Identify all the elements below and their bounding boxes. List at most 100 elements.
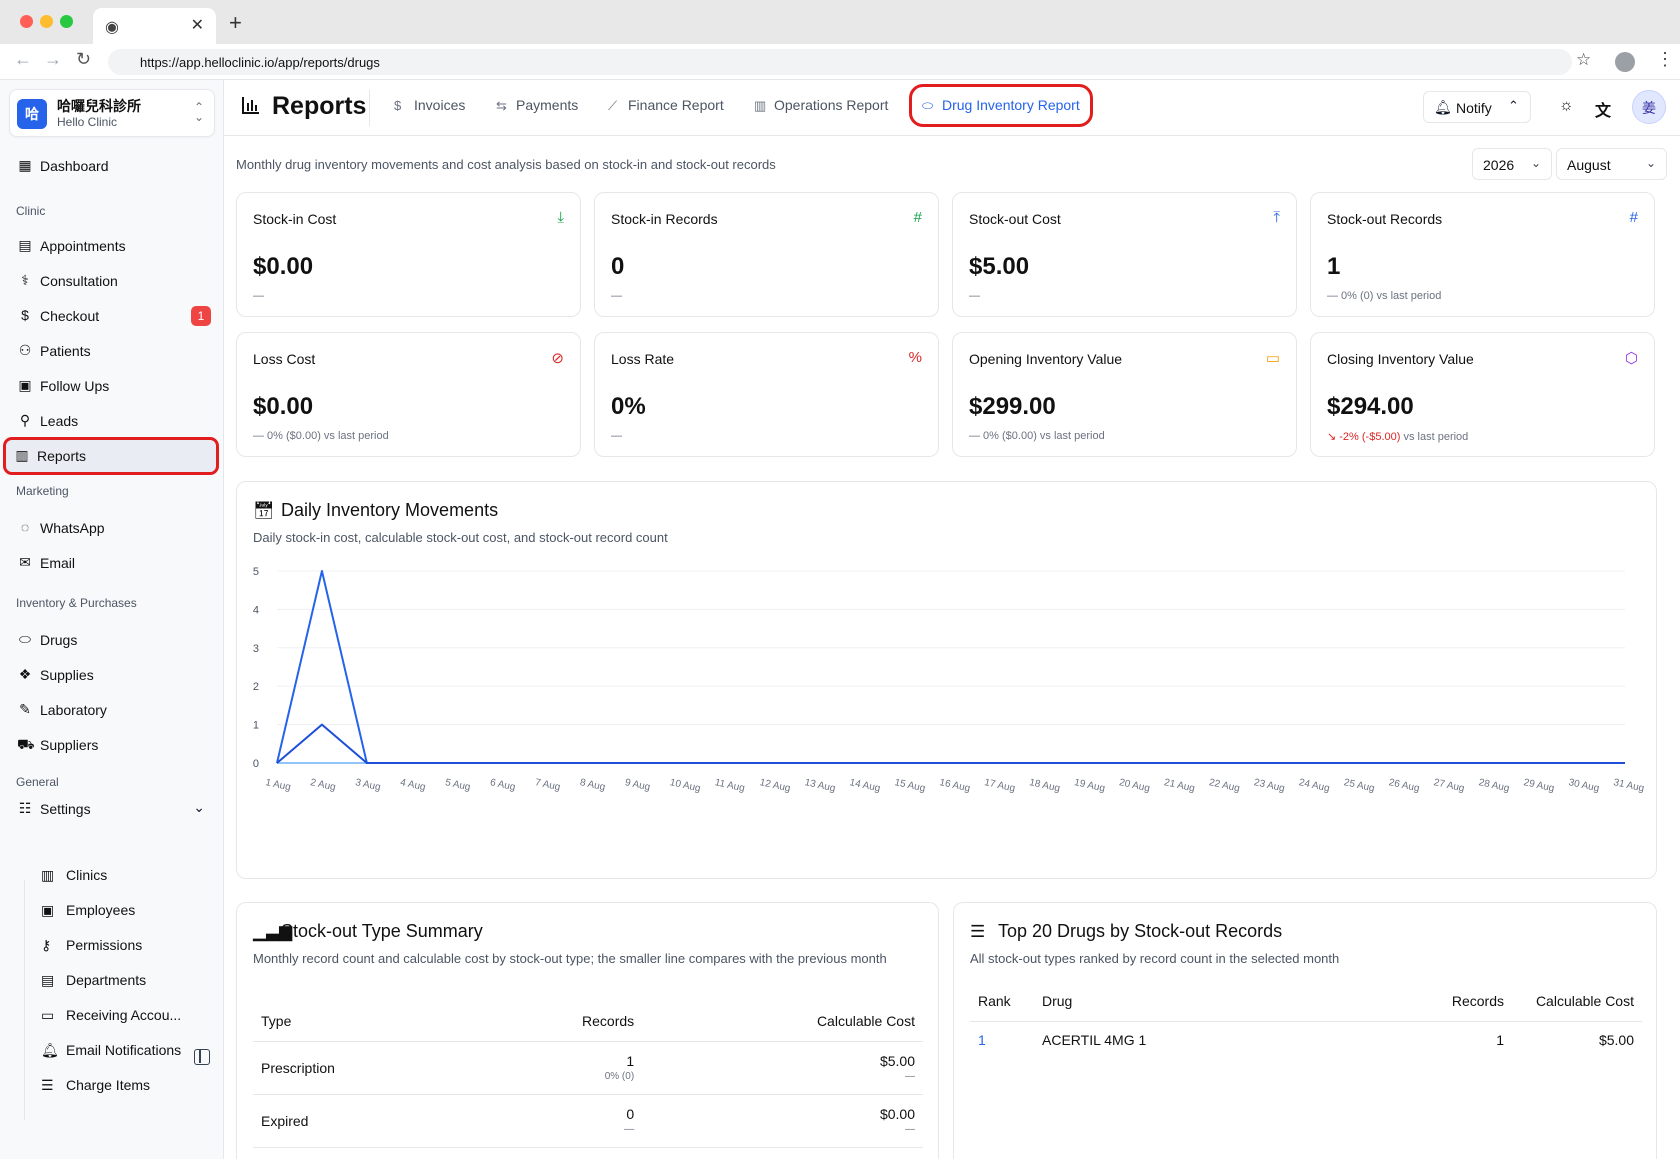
- forward-icon[interactable]: →: [44, 49, 62, 69]
- back-icon[interactable]: ←: [14, 49, 32, 69]
- percent-icon: %: [908, 349, 922, 366]
- sidebar-item-follow-ups[interactable]: ▣ Follow Ups: [9, 370, 215, 402]
- tab-finance-report[interactable]: ⟋ Finance Report: [608, 97, 724, 113]
- sidebar-item-clinics[interactable]: ▥ Clinics: [34, 860, 214, 890]
- stat-card-stock-in-records: Stock-in Records #0 —: [594, 192, 939, 317]
- sidebar-item-label: Clinics: [66, 867, 108, 883]
- sun-icon[interactable]: ☼: [1559, 97, 1574, 114]
- url-input[interactable]: https://app.helloclinic.io/app/reports/d…: [108, 49, 1572, 75]
- close-window-button[interactable]: [20, 15, 33, 28]
- sidebar-item-email[interactable]: ✉ Email: [9, 547, 215, 579]
- new-tab-button[interactable]: +: [229, 10, 242, 35]
- notify-button[interactable]: 🔔︎ Notify ⌃: [1423, 91, 1531, 123]
- browser-tab[interactable]: ◉ ✕: [93, 8, 216, 44]
- stat-card-delta: —: [611, 290, 622, 302]
- sidebar-item-label: Supplies: [40, 667, 94, 683]
- clinic-name: 哈囉兒科診所: [57, 98, 141, 114]
- x-tick-label: 14 Aug: [849, 777, 882, 794]
- stat-card-title: Loss Rate: [611, 351, 675, 367]
- year-select[interactable]: 2026 ⌄: [1472, 148, 1552, 180]
- sidebar-item-charge-items[interactable]: ☰ Charge Items: [34, 1070, 214, 1100]
- cell-type: Prescription: [253, 1041, 475, 1095]
- x-tick-label: 18 Aug: [1028, 777, 1061, 794]
- avatar[interactable]: 姜: [1632, 90, 1666, 124]
- bell-icon: 🔔︎: [41, 1042, 59, 1058]
- sidebar-item-whatsapp[interactable]: ◌ WhatsApp: [9, 512, 215, 544]
- x-tick-label: 21 Aug: [1163, 777, 1196, 794]
- key-icon: ⚷: [41, 937, 52, 953]
- stat-card-stock-out-records: Stock-out Records #1 — 0% (0) vs last peri…: [1310, 192, 1655, 317]
- col-cost: Calculable Cost: [1512, 981, 1642, 1022]
- id-badge-icon: ▣: [41, 902, 55, 918]
- x-tick-label: 26 Aug: [1388, 777, 1421, 794]
- sidebar-item-supplies[interactable]: ❖ Supplies: [9, 659, 215, 691]
- x-tick-label: 5 Aug: [444, 777, 471, 793]
- month-select[interactable]: August ⌄: [1556, 148, 1667, 180]
- sidebar-item-label: Charge Items: [66, 1077, 151, 1093]
- collapse-sidebar-icon[interactable]: [194, 1049, 210, 1065]
- dashboard-icon: ▦: [18, 157, 32, 173]
- sidebar-item-permissions[interactable]: ⚷ Permissions: [34, 930, 214, 960]
- arrow-down-to-line-icon: ⤓: [557, 209, 564, 226]
- browser-tab-bar: ◉ ✕ +: [0, 0, 1680, 44]
- col-rank: Rank: [970, 981, 1034, 1022]
- tab-operations-report[interactable]: ▥ Operations Report: [754, 97, 889, 113]
- maximize-window-button[interactable]: [60, 15, 73, 28]
- table-row[interactable]: 1 ACERTIL 4MG 1 1 $5.00: [970, 1021, 1642, 1059]
- bookmark-star-icon[interactable]: ☆: [1576, 50, 1592, 69]
- calendar-icon: 📅︎: [253, 501, 275, 520]
- section-general: General: [16, 775, 59, 789]
- sidebar-item-email-notifications[interactable]: 🔔︎ Email Notifications: [34, 1035, 214, 1065]
- card-icon: ▭: [41, 1007, 55, 1023]
- stat-card-value: 1: [1327, 253, 1341, 280]
- minimize-window-button[interactable]: [40, 15, 53, 28]
- x-tick-label: 4 Aug: [399, 777, 426, 793]
- list-check-icon: ☰: [41, 1077, 54, 1093]
- sidebar-item-drugs[interactable]: ⬭ Drugs: [9, 624, 215, 656]
- reload-icon[interactable]: ↻: [76, 49, 92, 69]
- sidebar-item-checkout[interactable]: $ Checkout 1: [9, 300, 215, 332]
- section-inventory: Inventory & Purchases: [16, 596, 137, 610]
- sidebar-item-receiving-accou[interactable]: ▭ Receiving Accou...: [34, 1000, 214, 1030]
- sidebar-item-dashboard[interactable]: ▦ Dashboard: [18, 157, 109, 174]
- sidebar-item-employees[interactable]: ▣ Employees: [34, 895, 214, 925]
- hash-icon: #: [913, 209, 922, 226]
- translate-icon[interactable]: 文: [1595, 103, 1612, 120]
- sidebar-item-patients[interactable]: ⚇ Patients: [9, 335, 215, 367]
- clinic-switcher[interactable]: 哈 哈囉兒科診所 Hello Clinic ⌃ ⌄: [9, 89, 215, 137]
- series-line: [276, 723, 1625, 764]
- close-tab-icon[interactable]: ✕: [190, 17, 204, 34]
- stat-card-delta: — 0% ($0.00) vs last period: [969, 430, 1105, 442]
- tab-drug-inventory-report[interactable]: ⬭ Drug Inventory Report: [909, 84, 1093, 127]
- sidebar-item-appointments[interactable]: ▤ Appointments: [9, 230, 215, 262]
- sidebar-item-consultation[interactable]: ⚕ Consultation: [9, 265, 215, 297]
- x-tick-label: 8 Aug: [579, 777, 606, 793]
- x-tick-label: 13 Aug: [804, 777, 837, 794]
- cell-rank: 1: [978, 1032, 986, 1049]
- x-tick-label: 7 Aug: [534, 777, 561, 793]
- tab-invoices[interactable]: $ Invoices: [394, 97, 466, 113]
- stat-card-title: Loss Cost: [253, 351, 316, 367]
- sidebar-item-departments[interactable]: ▤ Departments: [34, 965, 214, 995]
- package-icon: ⬡: [1624, 350, 1638, 367]
- stat-card-stock-out-cost: Stock-out Cost ⤒ $5.00 —: [952, 192, 1297, 317]
- browser-menu-icon[interactable]: ⋮: [1656, 49, 1674, 69]
- sidebar-item-label: Laboratory: [40, 702, 107, 718]
- whatsapp-icon: ◌: [20, 519, 30, 535]
- sidebar-item-leads[interactable]: ⚲ Leads: [9, 405, 215, 437]
- sidebar-item-suppliers[interactable]: ⛟ Suppliers: [9, 729, 215, 761]
- sidebar-item-label: Receiving Accou...: [66, 1007, 182, 1023]
- sidebar-item-laboratory[interactable]: ✎ Laboratory: [9, 694, 215, 726]
- x-tick-label: 31 Aug: [1612, 777, 1645, 794]
- sidebar-item-settings[interactable]: ☷ Settings ⌄: [18, 799, 205, 817]
- table-row: Prescription 1 0% (0) $5.00—: [253, 1041, 923, 1095]
- tab-payments[interactable]: ⇆ Payments: [496, 97, 579, 113]
- col-drug: Drug: [1034, 981, 1340, 1022]
- stockout-summary-panel: ▁▃▆ Stock-out Type Summary Monthly recor…: [236, 902, 939, 1159]
- top-drugs-table: Rank Drug Records Calculable Cost 1 ACERT…: [970, 981, 1642, 1059]
- page-header: Reports $ Invoices ⇆ Payments ⟋ Finance Rep…: [224, 80, 1680, 136]
- cell-drug: ACERTIL 4MG 1: [1042, 1032, 1147, 1049]
- sidebar-item-reports[interactable]: ▥ Reports: [3, 437, 219, 475]
- profile-icon[interactable]: [1615, 52, 1635, 72]
- cell-cost: $5.00: [1598, 1032, 1634, 1049]
